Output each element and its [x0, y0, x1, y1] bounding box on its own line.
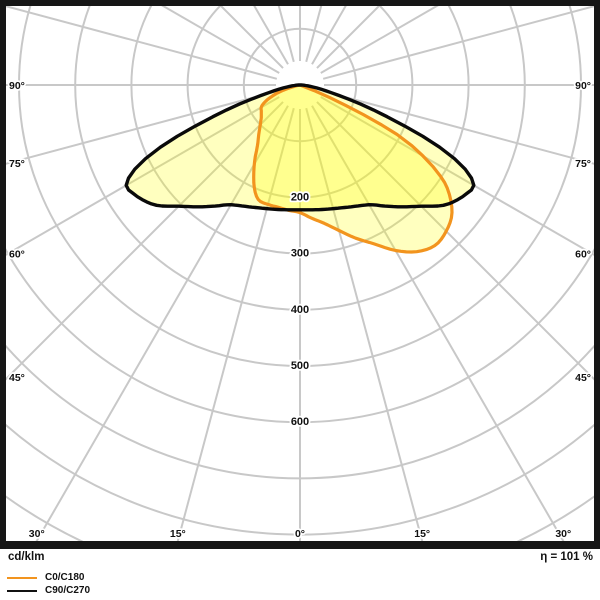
- legend-item-c90-c270: C90/C270: [7, 584, 90, 597]
- grid-spoke: [219, 6, 284, 69]
- grid-spoke: [305, 107, 424, 541]
- grid-spoke: [320, 6, 439, 74]
- grid-spoke: [320, 96, 594, 256]
- angle-label-bottom: 15°: [170, 528, 186, 540]
- radial-tick-label: 400: [291, 304, 309, 316]
- series-fill-c90-c270: [126, 85, 474, 210]
- angle-label-left: 75°: [9, 158, 25, 170]
- unit-label: cd/klm: [8, 551, 45, 563]
- grid-spoke: [6, 96, 280, 256]
- grid-spoke: [176, 107, 295, 541]
- angle-label-right: 60°: [575, 249, 591, 261]
- legend: C0/C180 C90/C270: [7, 571, 90, 597]
- angle-label-left: 45°: [9, 372, 25, 384]
- grid-spoke: [316, 101, 594, 381]
- grid-spoke: [322, 90, 594, 165]
- radial-tick-label: 300: [291, 248, 309, 260]
- radial-tick-label: 500: [291, 360, 309, 372]
- legend-line-swatch-c0-c180: [7, 576, 37, 579]
- angle-label-bottom: 0°: [295, 528, 305, 540]
- angle-label-bottom: 15°: [414, 528, 430, 540]
- grid-spoke: [161, 6, 280, 74]
- grid-spoke: [6, 6, 278, 80]
- grid-spoke: [316, 6, 381, 69]
- angle-label-left: 60°: [9, 249, 25, 261]
- grid-spoke: [6, 90, 278, 165]
- angle-label-bottom: 30°: [29, 528, 45, 540]
- grid-spoke: [311, 105, 565, 541]
- legend-label-c90-c270: C90/C270: [45, 585, 91, 596]
- grid-spoke: [6, 101, 284, 381]
- angle-label-right: 90°: [575, 80, 591, 92]
- angle-label-bottom: 30°: [555, 528, 571, 540]
- series-curve-c90-c270: [124, 83, 476, 212]
- angle-label-left: 90°: [9, 80, 25, 92]
- angle-label-right: 45°: [575, 372, 591, 384]
- grid-spoke: [35, 105, 289, 541]
- efficiency-label: η = 101 %: [540, 551, 593, 563]
- legend-item-c0-c180: C0/C180: [7, 571, 90, 584]
- radial-tick-label: 200: [291, 191, 309, 203]
- legend-line-swatch-c90-c270: [7, 589, 37, 592]
- radial-tick-label: 600: [291, 416, 309, 428]
- grid-spoke: [322, 6, 594, 80]
- legend-label-c0-c180: C0/C180: [45, 572, 85, 583]
- angle-label-right: 75°: [575, 158, 591, 170]
